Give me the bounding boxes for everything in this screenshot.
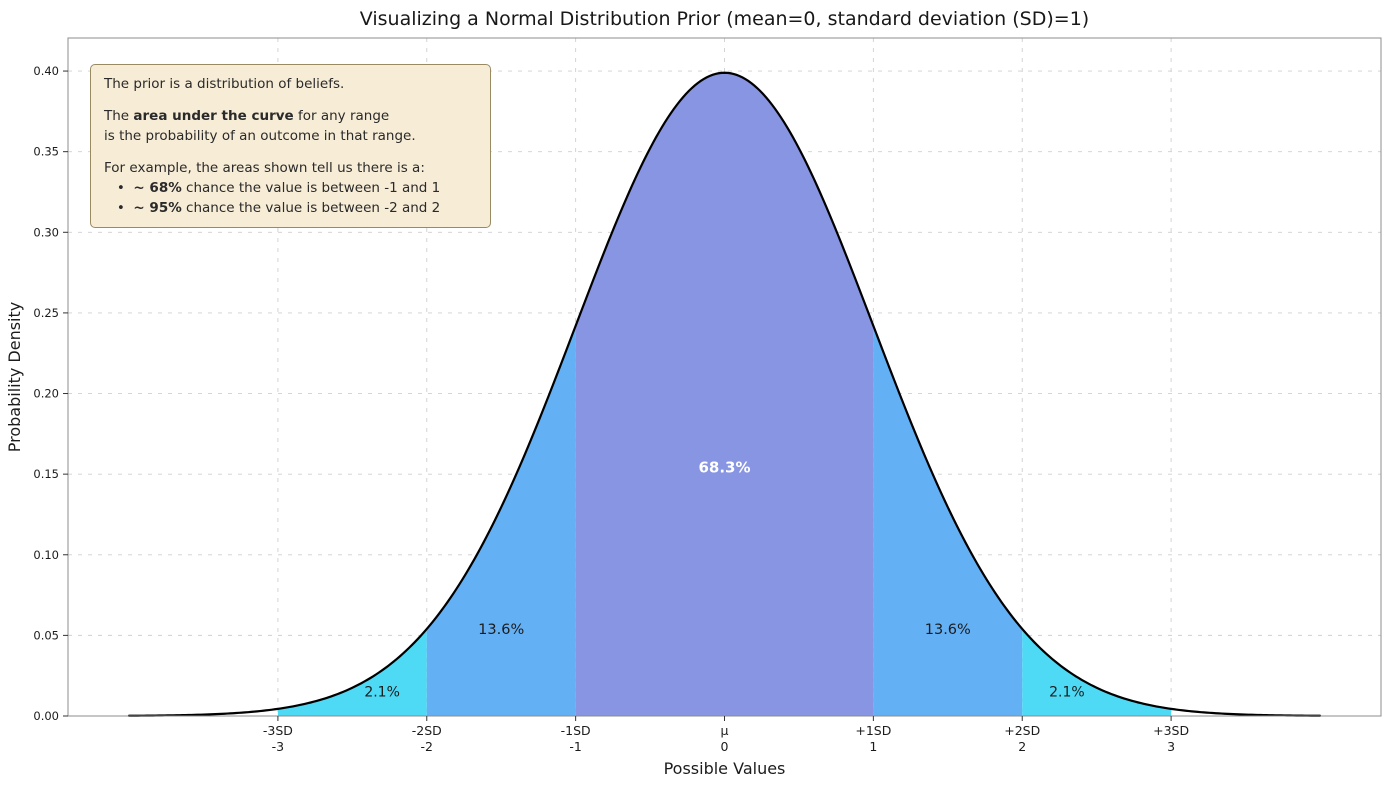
- y-tick-label: 0.15: [33, 467, 59, 481]
- region-label-13.6%: 13.6%: [478, 622, 524, 638]
- x-tick-label: -1SD: [561, 723, 591, 738]
- x-tick-label: -1: [569, 739, 581, 754]
- density-curve: [127, 71, 1322, 717]
- region-label-2.1%: 2.1%: [1049, 685, 1085, 701]
- x-tick-label: -3: [272, 739, 284, 754]
- tick-marks: [63, 70, 1172, 721]
- y-tick-label: 0.20: [33, 387, 59, 401]
- annotation-line: • ~ 68% chance the value is between -1 a…: [104, 179, 441, 196]
- x-tick-label: 2: [1018, 739, 1026, 754]
- annotation-line: [104, 146, 477, 157]
- region-2.1%: [1022, 628, 1172, 716]
- x-tick-label: +1SD: [855, 723, 891, 738]
- x-tick-label: -2: [421, 739, 433, 754]
- region-label-13.6%: 13.6%: [925, 622, 971, 638]
- x-tick-label: +2SD: [1004, 723, 1040, 738]
- y-axis-label: Probability Density: [5, 302, 24, 453]
- annotation-line: • ~ 95% chance the value is between -2 a…: [104, 200, 441, 217]
- y-tick-label: 0.10: [33, 548, 59, 562]
- annotation-box: The prior is a distribution of beliefs. T…: [90, 64, 491, 229]
- x-tick-label: μ: [721, 723, 729, 738]
- annotation-line: The area under the curve for any range: [104, 107, 390, 124]
- y-tick-label: 0.25: [33, 306, 59, 320]
- x-tick-label: 3: [1167, 739, 1175, 754]
- chart-title: Visualizing a Normal Distribution Prior …: [359, 8, 1090, 30]
- x-tick-label: +3SD: [1153, 723, 1189, 738]
- region-2.1%: [277, 628, 427, 716]
- y-tick-label: 0.30: [33, 225, 59, 239]
- annotation-line: [104, 94, 477, 105]
- annotation-line: is the probability of an outcome in that…: [104, 127, 416, 144]
- y-tick-label: 0.05: [33, 628, 59, 642]
- region-68.3%: [575, 72, 874, 716]
- x-tick-label: -3SD: [263, 723, 293, 738]
- x-axis-label: Possible Values: [664, 759, 786, 778]
- x-tick-label: -2SD: [412, 723, 442, 738]
- y-tick-label: 0.35: [33, 145, 59, 159]
- x-tick-label: 1: [869, 739, 877, 754]
- x-tick-label: 0: [721, 739, 729, 754]
- annotation-line: The prior is a distribution of beliefs.: [104, 76, 345, 92]
- y-tick-label: 0.40: [33, 64, 59, 78]
- annotation-line: For example, the areas shown tell us the…: [104, 159, 425, 176]
- region-label-68.3%: 68.3%: [698, 459, 750, 477]
- y-tick-label: 0.00: [33, 709, 59, 723]
- region-label-2.1%: 2.1%: [364, 685, 400, 701]
